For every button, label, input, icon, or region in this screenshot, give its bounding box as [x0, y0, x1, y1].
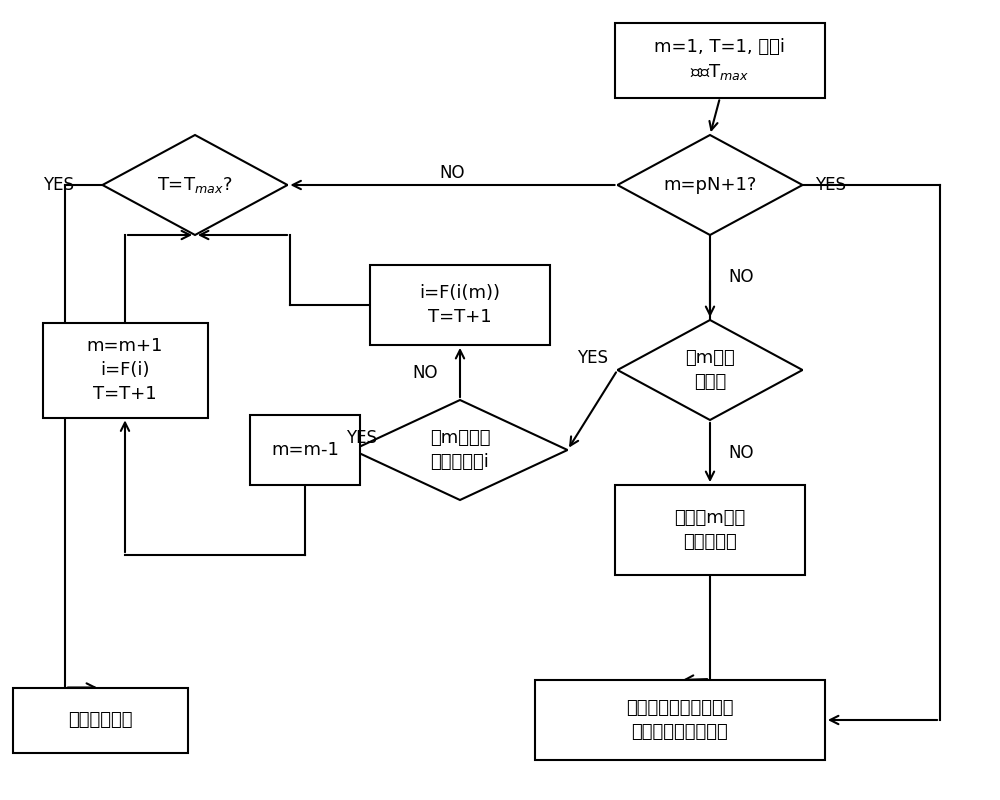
Text: m=m+1
i=F(i)
T=T+1: m=m+1 i=F(i) T=T+1	[87, 338, 163, 402]
Text: NO: NO	[413, 363, 438, 382]
Polygon shape	[103, 135, 288, 235]
Text: 记录第m步的
子运动序号: 记录第m步的 子运动序号	[674, 509, 746, 550]
Bar	[250, 415, 360, 485]
Polygon shape	[618, 135, 802, 235]
Text: m=pN+1?: m=pN+1?	[663, 176, 757, 194]
Polygon shape	[352, 400, 568, 500]
Text: 算法失败结束: 算法失败结束	[68, 711, 132, 729]
Bar	[615, 485, 805, 575]
Text: 第m步是否
试过所有的i: 第m步是否 试过所有的i	[430, 429, 490, 470]
Bar	[12, 687, 188, 753]
Text: i=F(i(m))
T=T+1: i=F(i(m)) T=T+1	[420, 284, 501, 326]
Bar	[615, 22, 825, 98]
Text: NO: NO	[728, 443, 754, 462]
Text: YES: YES	[346, 429, 377, 447]
Bar	[42, 322, 208, 418]
Text: 第m步是
否相碰: 第m步是 否相碰	[685, 349, 735, 391]
Bar	[370, 265, 550, 345]
Text: YES: YES	[44, 176, 74, 194]
Text: 算法成功结束，输出无
碰撞的关节运动序列: 算法成功结束，输出无 碰撞的关节运动序列	[626, 699, 734, 741]
Polygon shape	[618, 320, 802, 420]
Text: T=T$_{max}$?: T=T$_{max}$?	[157, 175, 233, 195]
Bar	[535, 680, 825, 760]
Text: YES: YES	[815, 176, 846, 194]
Text: m=1, T=1, 选定i
设定T$_{max}$: m=1, T=1, 选定i 设定T$_{max}$	[654, 38, 786, 82]
Text: NO: NO	[440, 164, 465, 182]
Text: NO: NO	[728, 269, 754, 286]
Text: YES: YES	[577, 349, 608, 367]
Text: m=m-1: m=m-1	[271, 441, 339, 459]
